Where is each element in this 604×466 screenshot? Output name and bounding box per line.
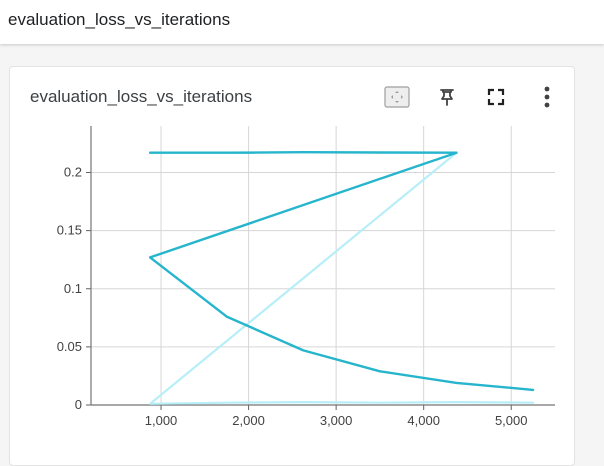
series-line-2 [149, 151, 535, 405]
x-tick-label: 4,000 [407, 413, 440, 428]
top-bar: evaluation_loss_vs_iterations [0, 0, 604, 44]
x-tick-label: 2,000 [232, 413, 265, 428]
pin-icon [440, 89, 454, 106]
fit-domain-button[interactable] [382, 83, 412, 111]
pin-button[interactable] [432, 83, 462, 111]
y-tick-label: 0 [75, 397, 82, 412]
y-tick-label: 0.1 [64, 281, 82, 296]
tick-labels: 1,000 2,000 3,000 4,000 5,000 0 0.05 0.1 0.15 0.2 [57, 165, 528, 429]
fullscreen-icon [487, 88, 505, 106]
y-tick-label: 0.2 [64, 165, 82, 180]
x-tick-label: 5,000 [495, 413, 528, 428]
chart-card: evaluation_loss_vs_iterations [9, 66, 575, 466]
fit-domain-icon [384, 86, 410, 108]
more-vert-icon [544, 86, 550, 108]
y-tick-label: 0.05 [57, 339, 82, 354]
chart-card-title: evaluation_loss_vs_iterations [30, 87, 253, 106]
series-line-1 [148, 150, 535, 392]
fullscreen-button[interactable] [481, 83, 511, 111]
y-tick-label: 0.15 [57, 223, 82, 238]
x-tick-label: 3,000 [320, 413, 353, 428]
x-tick-label: 1,000 [145, 413, 178, 428]
series-lines [148, 150, 535, 405]
axes [86, 126, 555, 410]
more-options-button[interactable] [532, 83, 562, 111]
page-title: evaluation_loss_vs_iterations [8, 10, 231, 29]
